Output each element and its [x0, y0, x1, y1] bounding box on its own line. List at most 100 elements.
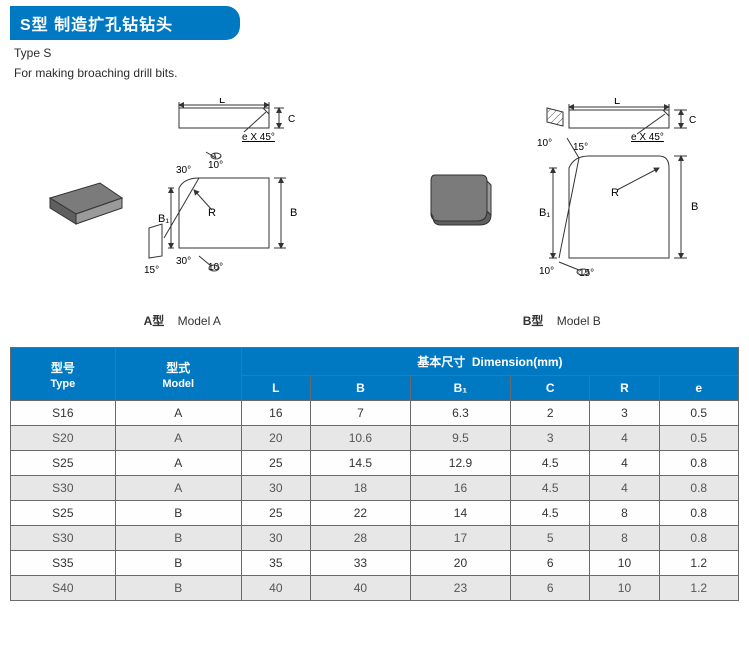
table-cell: 4 [590, 426, 659, 451]
table-cell: S40 [11, 576, 116, 601]
table-cell: 6.3 [410, 401, 510, 426]
table-cell: 4.5 [510, 476, 589, 501]
table-cell: 5 [510, 526, 589, 551]
th-type: 型号 Type [11, 348, 116, 401]
table-cell: 0.5 [659, 426, 738, 451]
dim-R: R [208, 207, 216, 219]
table-cell: 23 [410, 576, 510, 601]
table-row: S30A3018164.540.8 [11, 476, 739, 501]
table-cell: 18 [310, 476, 410, 501]
table-cell: 0.8 [659, 526, 738, 551]
table-cell: 1.2 [659, 551, 738, 576]
dim-chamfer: e X 45° [242, 132, 275, 143]
table-cell: 4 [590, 451, 659, 476]
th-e: e [659, 376, 738, 401]
table-cell: 40 [310, 576, 410, 601]
table-cell: 16 [410, 476, 510, 501]
part-iso-b-icon [415, 153, 505, 243]
table-cell: B [115, 576, 241, 601]
table-cell: 17 [410, 526, 510, 551]
table-cell: 12.9 [410, 451, 510, 476]
caption-b-cn: B型 [523, 314, 544, 328]
table-cell: 16 [241, 401, 310, 426]
dim-B1-b: B₁ [539, 207, 550, 219]
th-model: 型式 Model [115, 348, 241, 401]
subtitle-en: For making broaching drill bits. [14, 66, 739, 80]
th-B: B [310, 376, 410, 401]
table-cell: 33 [310, 551, 410, 576]
table-cell: 28 [310, 526, 410, 551]
th-B1: B₁ [410, 376, 510, 401]
type-label: Type S [14, 46, 739, 60]
table-row: S25B2522144.580.8 [11, 501, 739, 526]
angle-10a: 10° [208, 160, 223, 171]
th-R: R [590, 376, 659, 401]
table-cell: 35 [241, 551, 310, 576]
table-cell: 4.5 [510, 501, 589, 526]
table-cell: 4 [590, 476, 659, 501]
table-cell: 8 [590, 501, 659, 526]
dim-L: L [219, 98, 225, 106]
diagram-model-a: L C e X 45° R B B₁ 30° 10° [40, 98, 324, 329]
table-row: S20A2010.69.5340.5 [11, 426, 739, 451]
table-row: S25A2514.512.94.540.8 [11, 451, 739, 476]
table-cell: 10 [590, 551, 659, 576]
drawing-a-icon: L C e X 45° R B B₁ 30° 10° [144, 98, 324, 298]
table-cell: 8 [590, 526, 659, 551]
angle-10-b1: 10° [537, 138, 552, 149]
part-iso-a-icon [40, 158, 130, 238]
table-cell: A [115, 476, 241, 501]
table-cell: 6 [510, 551, 589, 576]
angle-15: 15° [144, 265, 159, 276]
dim-B1: B₁ [158, 213, 169, 225]
table-cell: 10 [590, 576, 659, 601]
drawing-b-icon: L C e X 45° R B B₁ [519, 98, 709, 298]
table-cell: 7 [310, 401, 410, 426]
table-cell: 30 [241, 526, 310, 551]
table-cell: S35 [11, 551, 116, 576]
th-C: C [510, 376, 589, 401]
angle-10-b2: 10° [539, 266, 554, 277]
table-cell: 25 [241, 501, 310, 526]
caption-a: A型 Model A [144, 312, 221, 329]
table-cell: A [115, 426, 241, 451]
table-cell: 3 [510, 426, 589, 451]
table-cell: 0.5 [659, 401, 738, 426]
page-title: S型 制造扩孔钻钻头 [20, 17, 173, 34]
table-cell: 20 [410, 551, 510, 576]
table-row: S40B4040236101.2 [11, 576, 739, 601]
table-cell: B [115, 501, 241, 526]
table-cell: 14 [410, 501, 510, 526]
table-cell: 22 [310, 501, 410, 526]
table-cell: 9.5 [410, 426, 510, 451]
table-cell: S30 [11, 476, 116, 501]
dim-C-b: C [689, 115, 696, 126]
caption-b: B型 Model B [523, 312, 601, 329]
table-cell: 14.5 [310, 451, 410, 476]
table-cell: S25 [11, 501, 116, 526]
dimension-table: 型号 Type 型式 Model 基本尺寸 Dimension(mm) L B … [10, 347, 739, 601]
dim-B-b: B [691, 201, 698, 213]
table-cell: 4.5 [510, 451, 589, 476]
table-cell: B [115, 551, 241, 576]
table-cell: 30 [241, 476, 310, 501]
diagram-model-b: L C e X 45° R B B₁ [415, 98, 709, 329]
angle-15-b1: 15° [573, 142, 588, 153]
dimension-table-body: S16A1676.3230.5S20A2010.69.5340.5S25A251… [11, 401, 739, 601]
table-cell: 0.8 [659, 451, 738, 476]
table-cell: 0.8 [659, 476, 738, 501]
table-cell: S25 [11, 451, 116, 476]
table-row: S30B302817580.8 [11, 526, 739, 551]
table-cell: 0.8 [659, 501, 738, 526]
table-cell: 2 [510, 401, 589, 426]
table-cell: A [115, 401, 241, 426]
caption-b-en: Model B [557, 314, 601, 328]
table-cell: 3 [590, 401, 659, 426]
table-cell: A [115, 451, 241, 476]
dim-chamfer-b: e X 45° [631, 132, 664, 143]
caption-a-en: Model A [178, 314, 221, 328]
angle-30b: 30° [176, 256, 191, 267]
caption-a-cn: A型 [144, 314, 165, 328]
table-cell: 1.2 [659, 576, 738, 601]
dim-L-b: L [614, 98, 620, 107]
